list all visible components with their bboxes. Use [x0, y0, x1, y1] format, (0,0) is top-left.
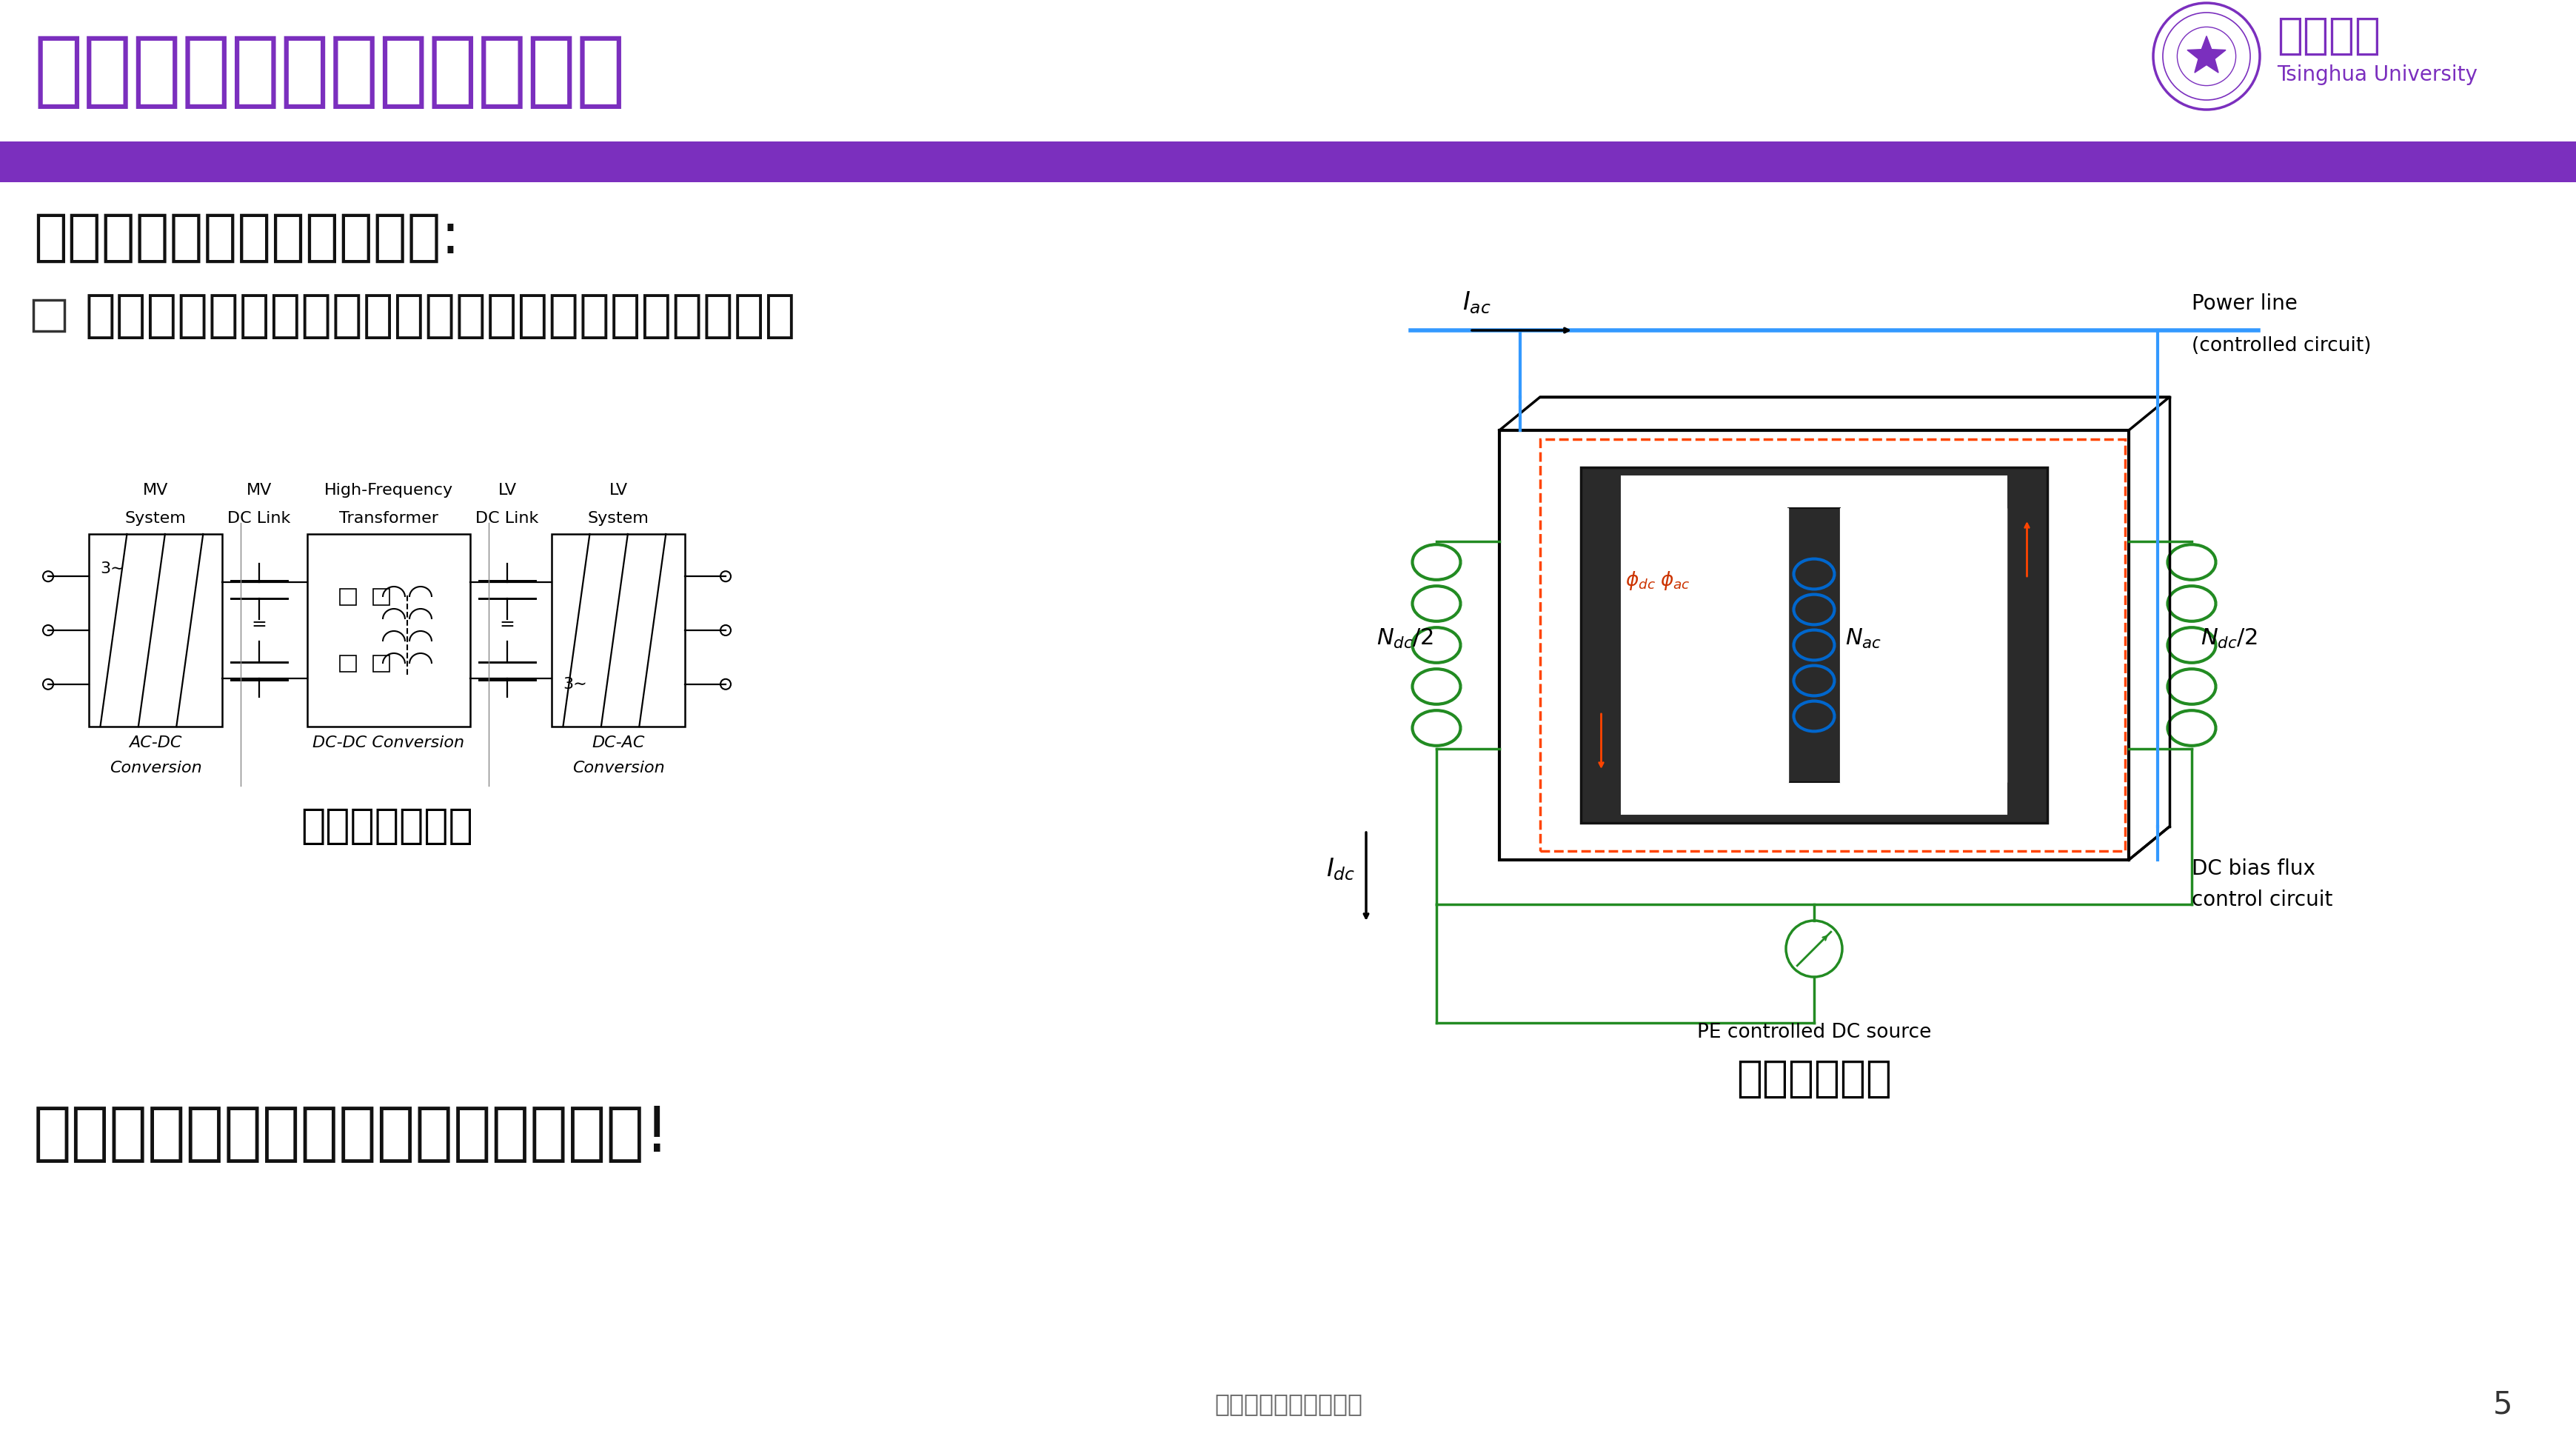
Text: 《电工技术学报》发布: 《电工技术学报》发布	[1213, 1392, 1363, 1416]
Text: 电力电子变压器、可控变比变压器、可变串联电抗等: 电力电子变压器、可控变比变压器、可变串联电抗等	[85, 290, 796, 341]
Text: System: System	[587, 512, 649, 526]
Text: $N_{dc}/2$: $N_{dc}/2$	[2200, 627, 2257, 650]
Bar	[1788, 509, 1839, 782]
Text: =: =	[252, 616, 268, 633]
Bar	[1582, 467, 2048, 822]
Text: $N_{dc}/2$: $N_{dc}/2$	[1376, 627, 1432, 650]
Text: AC-DC: AC-DC	[129, 736, 183, 750]
Text: $N_{ac}$: $N_{ac}$	[1844, 627, 1880, 650]
Bar	[551, 535, 685, 727]
Text: 电力电子面向新需求的应用:: 电力电子面向新需求的应用:	[33, 211, 461, 264]
Bar	[1620, 477, 2007, 814]
Text: $I_{ac}$: $I_{ac}$	[1463, 289, 1492, 315]
Text: Tsinghua University: Tsinghua University	[2277, 65, 2476, 85]
Text: control circuit: control circuit	[2192, 890, 2331, 910]
Bar	[340, 656, 355, 672]
Text: DC-AC: DC-AC	[592, 736, 644, 750]
Bar	[1620, 509, 1788, 782]
Bar	[307, 535, 469, 727]
Text: 电力电子变压器: 电力电子变压器	[301, 806, 474, 847]
Text: MV: MV	[142, 483, 167, 497]
Text: 配电网中电力电子的应用越来越广泛!: 配电网中电力电子的应用越来越广泛!	[33, 1103, 670, 1165]
Text: DC-DC Conversion: DC-DC Conversion	[312, 736, 464, 750]
Bar	[88, 535, 222, 727]
Text: =: =	[500, 616, 515, 633]
Text: $\phi_{dc}$: $\phi_{dc}$	[1625, 569, 1656, 592]
Text: 5: 5	[2491, 1389, 2512, 1420]
Text: (controlled circuit): (controlled circuit)	[2192, 337, 2370, 355]
Polygon shape	[2187, 36, 2226, 72]
Text: Power line: Power line	[2192, 293, 2298, 314]
Bar	[33, 301, 64, 331]
Text: LV: LV	[608, 483, 629, 497]
Text: DC Link: DC Link	[227, 512, 291, 526]
Bar	[1839, 509, 2007, 782]
Text: High-Frequency: High-Frequency	[325, 483, 453, 497]
Text: Conversion: Conversion	[572, 760, 665, 776]
Text: DC Link: DC Link	[477, 512, 538, 526]
Text: Conversion: Conversion	[108, 760, 201, 776]
Bar	[374, 588, 389, 605]
Text: $\phi_{ac}$: $\phi_{ac}$	[1659, 569, 1690, 592]
Text: DC bias flux: DC bias flux	[2192, 858, 2316, 879]
Bar	[0, 142, 2576, 182]
Bar	[340, 588, 355, 605]
Text: 3∼: 3∼	[100, 561, 124, 577]
Text: Transformer: Transformer	[340, 512, 438, 526]
Text: LV: LV	[497, 483, 515, 497]
Text: 清華大學: 清華大學	[2277, 14, 2380, 56]
Bar	[374, 656, 389, 672]
Text: 3∼: 3∼	[562, 676, 587, 692]
Text: 电力电子在配电网中的应用: 电力电子在配电网中的应用	[33, 32, 626, 111]
Text: System: System	[124, 512, 185, 526]
Text: PE controlled DC source: PE controlled DC source	[1698, 1023, 1929, 1042]
Text: $I_{dc}$: $I_{dc}$	[1327, 857, 1355, 883]
Text: 可变串联电抗: 可变串联电抗	[1736, 1058, 1891, 1100]
Bar	[1499, 431, 2128, 860]
Bar	[1540, 439, 2125, 851]
Text: MV: MV	[247, 483, 273, 497]
